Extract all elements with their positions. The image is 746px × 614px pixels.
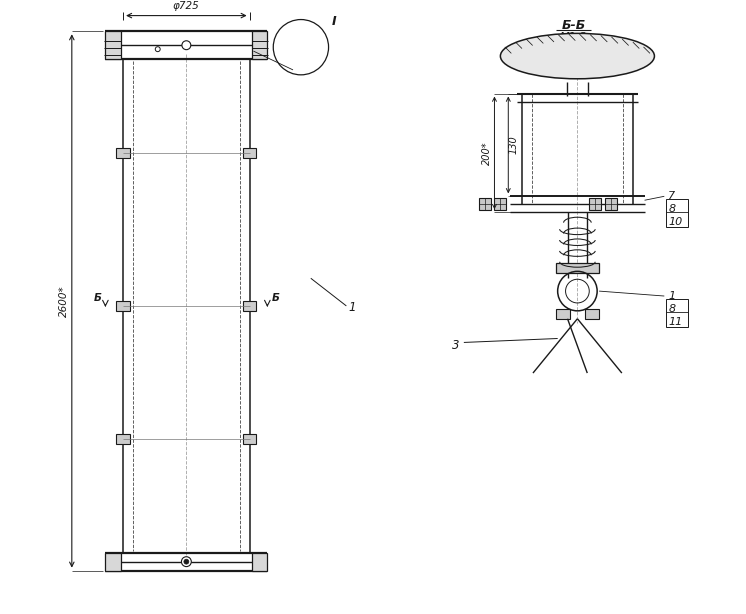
Bar (666, 200, 688, 227)
Text: 7: 7 (668, 192, 675, 201)
Text: 2600*: 2600* (59, 285, 69, 317)
Bar (556, 309, 569, 319)
Text: 11: 11 (668, 317, 683, 327)
Text: 1: 1 (668, 291, 675, 301)
Bar (556, 263, 599, 273)
Text: 3: 3 (452, 339, 460, 352)
Bar (116, 434, 130, 444)
Text: Б-Б: Б-Б (561, 18, 586, 31)
Text: 8: 8 (668, 204, 675, 214)
Bar (589, 198, 601, 210)
Bar (116, 301, 130, 311)
Text: Б: Б (272, 293, 279, 303)
Text: φ725: φ725 (173, 1, 200, 10)
Text: 10: 10 (668, 217, 683, 227)
Text: Б: Б (93, 293, 101, 303)
Circle shape (155, 47, 160, 52)
Bar (242, 434, 257, 444)
Text: 1: 1 (348, 301, 356, 314)
Text: 200*: 200* (482, 141, 492, 165)
Bar (495, 198, 507, 210)
Bar (251, 31, 267, 59)
Bar (105, 31, 121, 59)
Bar (116, 148, 130, 158)
Bar (242, 301, 257, 311)
Text: М1:2: М1:2 (560, 33, 587, 42)
Circle shape (184, 559, 189, 564)
Text: 130: 130 (508, 136, 518, 154)
Bar (251, 553, 267, 570)
Circle shape (181, 557, 191, 567)
Circle shape (182, 41, 191, 50)
Bar (666, 299, 688, 327)
Text: I: I (331, 15, 336, 28)
Bar (105, 553, 121, 570)
Ellipse shape (501, 33, 654, 79)
Bar (586, 309, 599, 319)
Text: 8: 8 (668, 304, 675, 314)
Bar (242, 148, 257, 158)
Bar (605, 198, 617, 210)
Bar (479, 198, 491, 210)
